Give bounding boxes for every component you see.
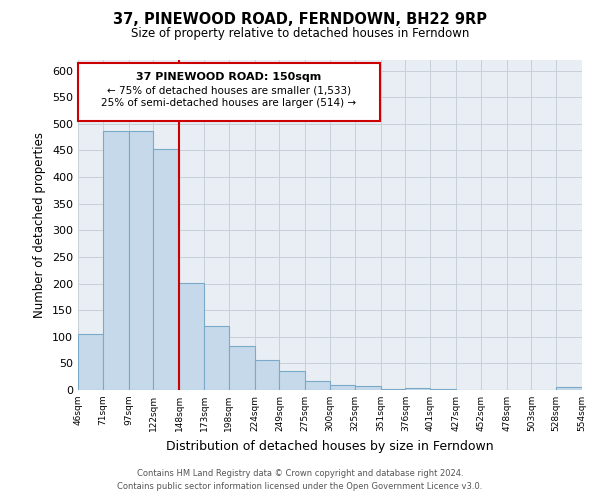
FancyBboxPatch shape: [78, 62, 380, 121]
Bar: [229, 346, 254, 390]
Text: 37, PINEWOOD ROAD, FERNDOWN, BH22 9RP: 37, PINEWOOD ROAD, FERNDOWN, BH22 9RP: [113, 12, 487, 28]
Bar: [103, 131, 128, 390]
Bar: [254, 360, 280, 390]
Text: 37 PINEWOOD ROAD: 150sqm: 37 PINEWOOD ROAD: 150sqm: [136, 72, 322, 82]
Text: Size of property relative to detached houses in Ferndown: Size of property relative to detached ho…: [131, 28, 469, 40]
X-axis label: Distribution of detached houses by size in Ferndown: Distribution of detached houses by size …: [166, 440, 494, 452]
Text: ← 75% of detached houses are smaller (1,533): ← 75% of detached houses are smaller (1,…: [107, 86, 351, 96]
Bar: [179, 283, 204, 390]
Bar: [204, 326, 229, 390]
Bar: [154, 150, 179, 390]
Bar: [280, 371, 305, 390]
Bar: [78, 334, 103, 390]
Text: Contains HM Land Registry data © Crown copyright and database right 2024.: Contains HM Land Registry data © Crown c…: [137, 468, 463, 477]
Bar: [305, 382, 330, 390]
Bar: [556, 388, 582, 390]
Bar: [355, 386, 380, 390]
Text: Contains public sector information licensed under the Open Government Licence v3: Contains public sector information licen…: [118, 482, 482, 491]
Bar: [128, 131, 154, 390]
Y-axis label: Number of detached properties: Number of detached properties: [34, 132, 46, 318]
Bar: [406, 388, 430, 390]
Bar: [330, 384, 355, 390]
Text: 25% of semi-detached houses are larger (514) →: 25% of semi-detached houses are larger (…: [101, 98, 356, 108]
